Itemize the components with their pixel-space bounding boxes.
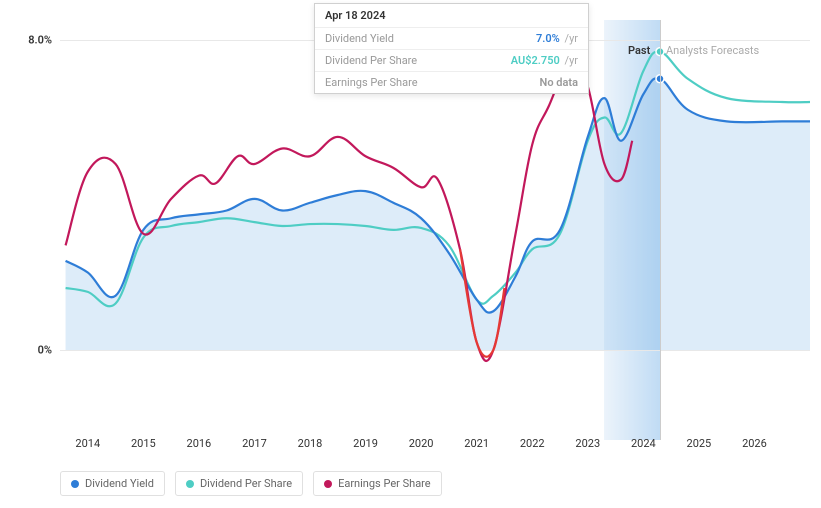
tooltip-date: Apr 18 2024 [315, 4, 588, 28]
tooltip: Apr 18 2024 Dividend Yield7.0% /yrDivide… [314, 3, 589, 94]
x-tick: 2019 [353, 437, 378, 450]
legend: Dividend Yield Dividend Per Share Earnings… [60, 471, 442, 496]
tooltip-value: AU$2.750 /yr [511, 54, 578, 67]
tooltip-row: Dividend Per Share AU$2.750 /yr [315, 50, 588, 72]
legend-label: Dividend Per Share [200, 477, 292, 490]
x-tick: 2016 [187, 437, 212, 450]
x-tick: 2023 [575, 437, 600, 450]
legend-dot-icon [186, 480, 194, 488]
legend-item[interactable]: Dividend Yield [60, 471, 165, 496]
legend-dot-icon [71, 480, 79, 488]
tooltip-row: Dividend Yield 7.0% /yr [315, 28, 588, 50]
legend-dot-icon [324, 480, 332, 488]
x-axis: 2014 2015 2016 2017 2018 2019 2020 2021 2022 2023… [60, 433, 810, 453]
y-tick-bottom: 0% [38, 344, 52, 357]
x-tick: 2025 [687, 437, 712, 450]
dividend-yield-area [66, 78, 810, 350]
tooltip-label: Dividend Per Share [325, 54, 417, 67]
x-tick: 2015 [131, 437, 156, 450]
legend-label: Earnings Per Share [338, 477, 431, 490]
x-tick: 2014 [75, 437, 100, 450]
tooltip-value: No data [540, 76, 578, 89]
tooltip-label: Dividend Yield [325, 32, 394, 45]
x-tick: 2026 [742, 437, 767, 450]
x-tick: 2018 [298, 437, 323, 450]
tooltip-row: Earnings Per Share No data [315, 72, 588, 93]
legend-label: Dividend Yield [85, 477, 154, 490]
x-tick: 2022 [520, 437, 545, 450]
crosshair-line [660, 20, 661, 440]
x-tick: 2020 [409, 437, 434, 450]
y-tick-top: 8.0% [28, 34, 52, 47]
tooltip-value: 7.0% /yr [536, 32, 578, 45]
x-tick: 2017 [242, 437, 267, 450]
legend-item[interactable]: Earnings Per Share [313, 471, 442, 496]
tooltip-label: Earnings Per Share [325, 76, 418, 89]
x-tick: 2021 [464, 437, 489, 450]
legend-item[interactable]: Dividend Per Share [175, 471, 303, 496]
x-tick: 2024 [631, 437, 656, 450]
